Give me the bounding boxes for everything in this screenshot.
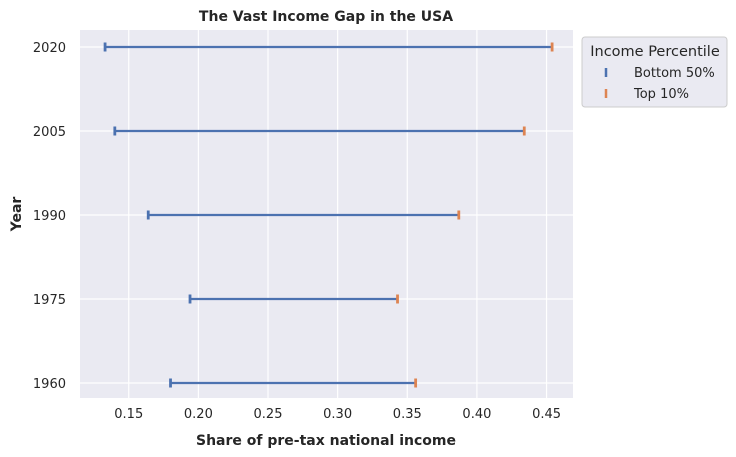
chart-title: The Vast Income Gap in the USA	[199, 9, 453, 25]
x-tick-label: 0.30	[323, 407, 352, 422]
legend-title: Income Percentile	[590, 44, 720, 60]
x-tick-label: 0.15	[114, 407, 143, 422]
y-tick-label: 2005	[33, 125, 66, 140]
y-tick-label: 2020	[33, 41, 66, 56]
legend: Income Percentile Bottom 50% Top 10%	[581, 36, 728, 108]
x-tick-label: 0.40	[462, 407, 491, 422]
x-tick-label: 0.25	[254, 407, 283, 422]
y-tick-label: 1975	[33, 293, 66, 308]
y-tick-label: 1990	[33, 209, 66, 224]
x-tick-label: 0.45	[532, 407, 561, 422]
x-axis-title: Share of pre-tax national income	[196, 433, 456, 449]
legend-label-bottom-50: Bottom 50%	[634, 66, 715, 81]
x-tick-labels: 0.15 0.20 0.25 0.30 0.35 0.40 0.45	[114, 407, 561, 422]
y-tick-label: 1960	[33, 377, 66, 392]
legend-box	[581, 36, 728, 108]
y-tick-labels: 2020 2005 1990 1975 1960	[33, 41, 66, 392]
legend-label-top-10: Top 10%	[633, 87, 689, 102]
chart-marks	[103, 42, 554, 388]
y-axis-title: Year	[9, 197, 25, 233]
x-tick-label: 0.20	[184, 407, 213, 422]
x-tick-label: 0.35	[393, 407, 422, 422]
